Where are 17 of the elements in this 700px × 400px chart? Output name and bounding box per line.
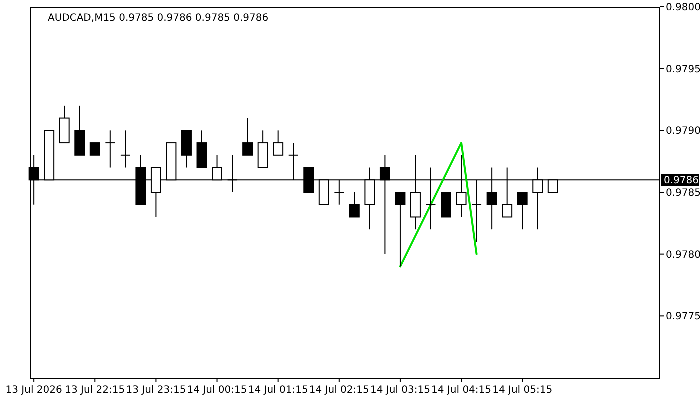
x-tick-label: 14 Jul 03:15 [370, 385, 430, 396]
x-tick-label: 14 Jul 00:15 [187, 385, 248, 396]
x-tick-label: 14 Jul 05:15 [492, 385, 553, 396]
y-tick-label: 0.9795 [666, 64, 700, 76]
y-tick-label: 0.9800 [666, 2, 700, 14]
y-tick-label: 0.9775 [666, 312, 700, 323]
text: AUDCAD,M15 0.9785 0.9786 0.9785 0.9786 [48, 13, 269, 24]
y-tick-label: 0.9780 [666, 250, 700, 261]
ref-line-label: 0.9786 [664, 176, 699, 187]
x-tick-label: 14 Jul 02:15 [309, 385, 370, 396]
x-tick-label: 14 Jul 01:15 [248, 385, 308, 396]
x-tick-label: 13 Jul 22:15 [65, 385, 126, 396]
x-tick-label: 13 Jul 2026 [6, 385, 62, 396]
x-tick-label: 13 Jul 23:15 [126, 385, 186, 396]
y-tick-label: 0.9790 [666, 126, 700, 138]
y-tick-label: 0.9785 [666, 188, 700, 199]
x-tick-label: 14 Jul 04:15 [432, 385, 492, 396]
